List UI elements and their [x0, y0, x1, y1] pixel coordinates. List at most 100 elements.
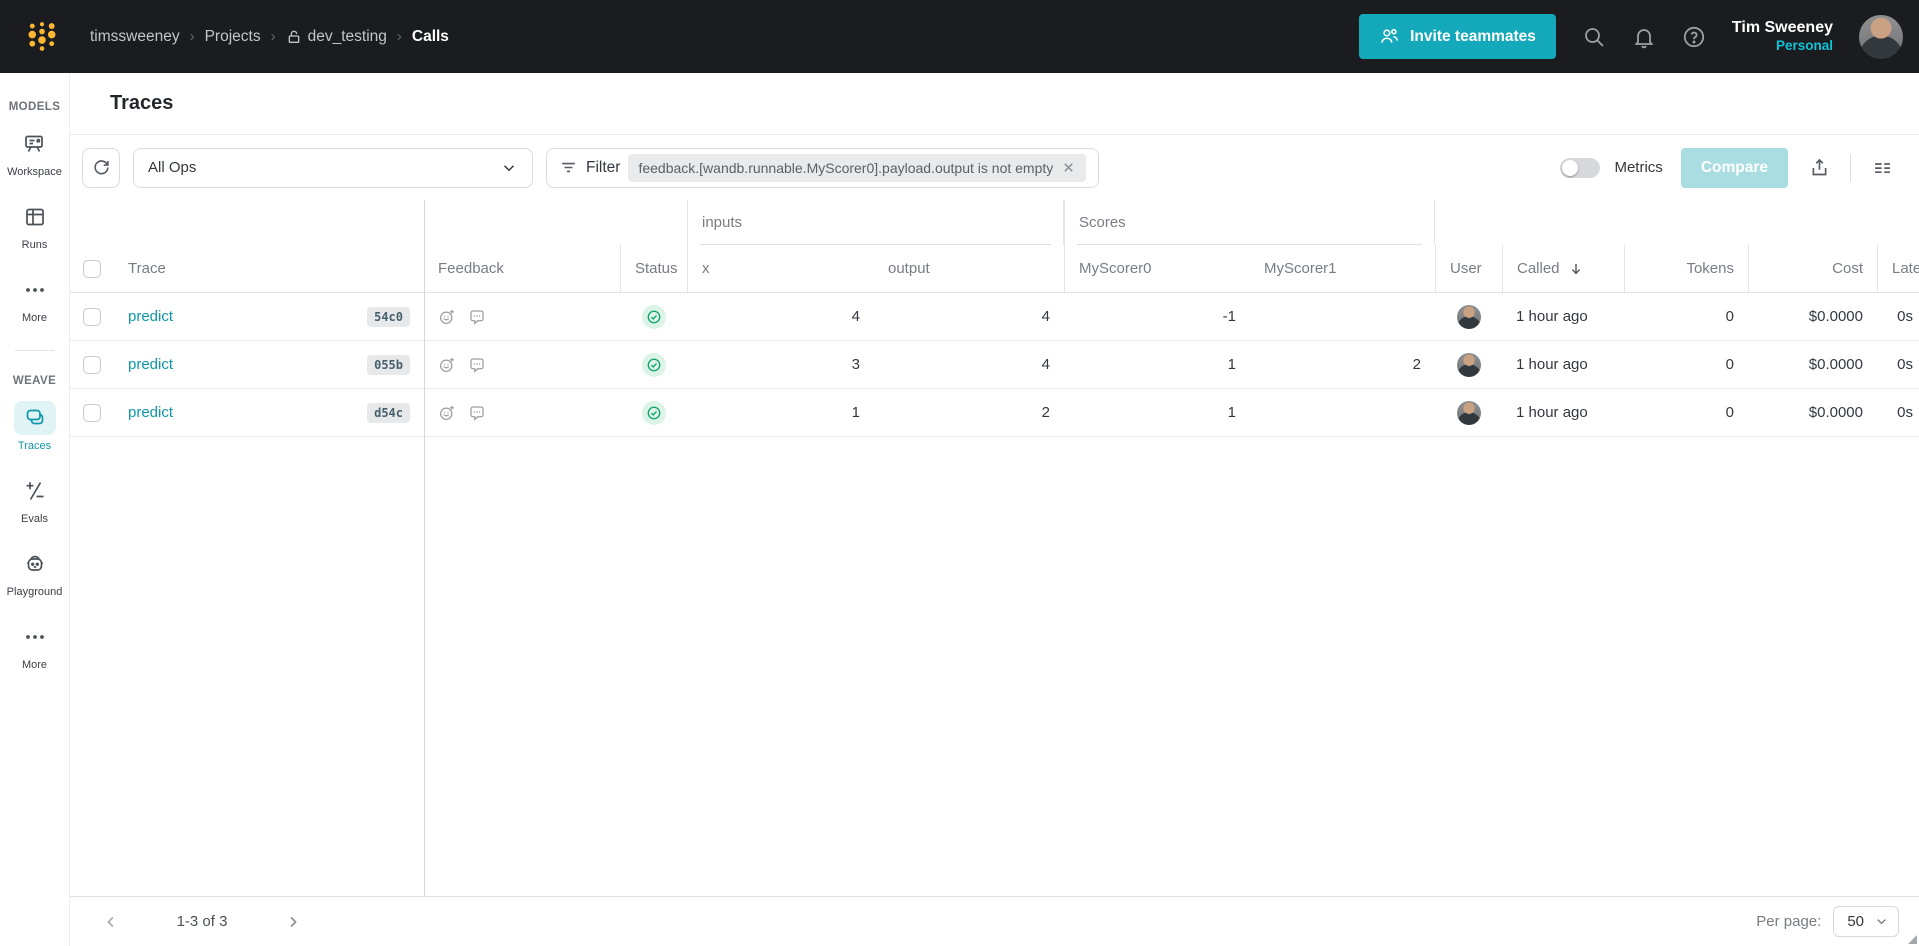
wandb-logo-icon[interactable]	[22, 17, 62, 57]
invite-teammates-button[interactable]: Invite teammates	[1359, 14, 1556, 59]
column-manager-icon	[1874, 163, 1890, 174]
column-header-myscorer1[interactable]: MyScorer1	[1264, 260, 1337, 277]
trace-id-chip[interactable]: d54c	[367, 402, 410, 423]
add-reaction-icon[interactable]	[438, 356, 456, 374]
column-header-trace[interactable]: Trace	[128, 260, 166, 277]
column-header-cost[interactable]: Cost	[1748, 245, 1877, 292]
left-sidebar: MODELS Workspace Runs More WEAVE Traces	[0, 73, 70, 946]
sidebar-item-workspace[interactable]: Workspace	[7, 127, 62, 178]
user-menu[interactable]: Tim Sweeney Personal	[1732, 18, 1833, 55]
cell-myscorer1	[1250, 389, 1435, 436]
cell-myscorer1: 2	[1412, 356, 1421, 373]
status-success-icon[interactable]	[641, 304, 666, 329]
resize-handle[interactable]	[1908, 935, 1917, 944]
help-icon[interactable]	[1682, 25, 1706, 49]
chevron-down-icon	[1877, 919, 1886, 925]
toolbar-divider	[1850, 153, 1851, 182]
row-user-avatar[interactable]	[1456, 304, 1481, 329]
ops-filter-select[interactable]: All Ops	[133, 147, 533, 188]
column-header-output[interactable]: output	[888, 260, 930, 277]
column-header-latency[interactable]: Latency	[1877, 245, 1919, 292]
column-header-myscorer0[interactable]: MyScorer0	[1064, 245, 1250, 292]
more-dots-icon	[25, 635, 44, 639]
breadcrumb-projects[interactable]: Projects	[204, 27, 261, 45]
sort-desc-icon[interactable]	[1568, 261, 1584, 277]
per-page-value: 50	[1847, 913, 1864, 930]
metrics-toggle[interactable]	[1560, 157, 1601, 178]
metrics-toggle-label: Metrics	[1614, 159, 1663, 176]
column-header-tokens[interactable]: Tokens	[1624, 245, 1748, 292]
cell-input-x: 1	[851, 404, 860, 421]
sidebar-item-playground[interactable]: Playground	[6, 547, 63, 598]
lock-icon	[288, 30, 299, 43]
select-all-checkbox[interactable]	[83, 259, 101, 278]
comment-icon[interactable]	[468, 404, 486, 422]
workspace-icon	[25, 135, 44, 152]
sidebar-item-label: Playground	[6, 586, 63, 598]
sidebar-item-evals[interactable]: Evals	[14, 474, 56, 525]
sidebar-item-weave-more[interactable]: More	[14, 620, 56, 671]
filter-chip[interactable]: feedback.[wandb.runnable.MyScorer0].payl…	[628, 153, 1087, 182]
cell-myscorer0: 1	[1227, 356, 1236, 373]
row-checkbox[interactable]	[83, 403, 101, 422]
row-checkbox[interactable]	[83, 355, 101, 374]
status-success-icon[interactable]	[641, 352, 666, 377]
chevron-down-icon	[503, 164, 515, 171]
bell-icon[interactable]	[1632, 25, 1656, 49]
breadcrumb-project[interactable]: dev_testing	[286, 28, 387, 46]
cell-tokens: 0	[1725, 356, 1734, 373]
refresh-button[interactable]	[82, 147, 120, 188]
filter-bar[interactable]: Filter feedback.[wandb.runnable.MyScorer…	[546, 147, 1100, 188]
user-avatar[interactable]	[1859, 14, 1903, 59]
sidebar-item-traces[interactable]: Traces	[13, 401, 56, 452]
search-icon[interactable]	[1582, 25, 1606, 49]
status-success-icon[interactable]	[641, 400, 666, 425]
table-row[interactable]: predict 54c0 4 4 -1 1 hour ago 0 $0.0000 …	[70, 293, 1919, 341]
row-user-avatar[interactable]	[1456, 352, 1481, 377]
user-plan-badge: Personal	[1775, 38, 1833, 54]
next-page-button[interactable]	[282, 911, 304, 933]
filter-icon	[562, 162, 575, 173]
sidebar-item-label: More	[21, 659, 48, 671]
table-row[interactable]: predict d54c 1 2 1 1 hour ago 0 $0.0000 0…	[70, 389, 1919, 437]
column-manager-button[interactable]	[1865, 151, 1899, 185]
sidebar-item-label: Evals	[21, 513, 48, 525]
pinned-column-divider[interactable]	[424, 200, 425, 896]
comment-icon[interactable]	[468, 308, 486, 326]
column-header-called[interactable]: Called	[1502, 245, 1624, 292]
breadcrumb-entity[interactable]: timssweeney	[90, 27, 180, 45]
cell-tokens: 0	[1725, 404, 1734, 421]
sidebar-item-runs[interactable]: Runs	[14, 200, 56, 251]
sidebar-item-models-more[interactable]: More	[14, 273, 56, 324]
export-button[interactable]	[1802, 151, 1836, 185]
cell-latency: 0s	[1897, 356, 1913, 373]
trace-id-chip[interactable]: 54c0	[367, 306, 410, 327]
comment-icon[interactable]	[468, 356, 486, 374]
breadcrumb-calls[interactable]: Calls	[411, 27, 449, 45]
row-checkbox[interactable]	[83, 307, 101, 326]
top-navbar: timssweeney › Projects › dev_testing › C…	[0, 0, 1919, 73]
cell-latency: 0s	[1897, 308, 1913, 325]
add-reaction-icon[interactable]	[438, 404, 456, 422]
sidebar-divider	[14, 350, 55, 351]
per-page-select[interactable]: 50	[1833, 906, 1899, 937]
remove-filter-icon[interactable]	[1061, 160, 1076, 175]
cell-output: 2	[1041, 404, 1050, 421]
cell-output: 4	[1041, 356, 1050, 373]
trace-op-link[interactable]: predict	[128, 356, 174, 373]
people-icon	[1381, 28, 1399, 43]
column-header-feedback[interactable]: Feedback	[438, 260, 504, 277]
add-reaction-icon[interactable]	[438, 308, 456, 326]
column-header-x[interactable]: x	[687, 245, 874, 292]
table-group-header-row: inputs Scores	[70, 200, 1919, 245]
trace-op-link[interactable]: predict	[128, 404, 174, 421]
trace-id-chip[interactable]: 055b	[367, 354, 410, 375]
compare-button[interactable]: Compare	[1680, 147, 1788, 188]
breadcrumb-separator: ›	[189, 28, 195, 45]
row-user-avatar[interactable]	[1456, 400, 1481, 425]
column-header-user[interactable]: User	[1435, 245, 1502, 292]
table-row[interactable]: predict 055b 3 4 1 2 1 hour ago 0 $0.0000…	[70, 341, 1919, 389]
prev-page-button[interactable]	[100, 911, 122, 933]
column-header-status[interactable]: Status	[620, 245, 687, 292]
trace-op-link[interactable]: predict	[128, 308, 174, 325]
